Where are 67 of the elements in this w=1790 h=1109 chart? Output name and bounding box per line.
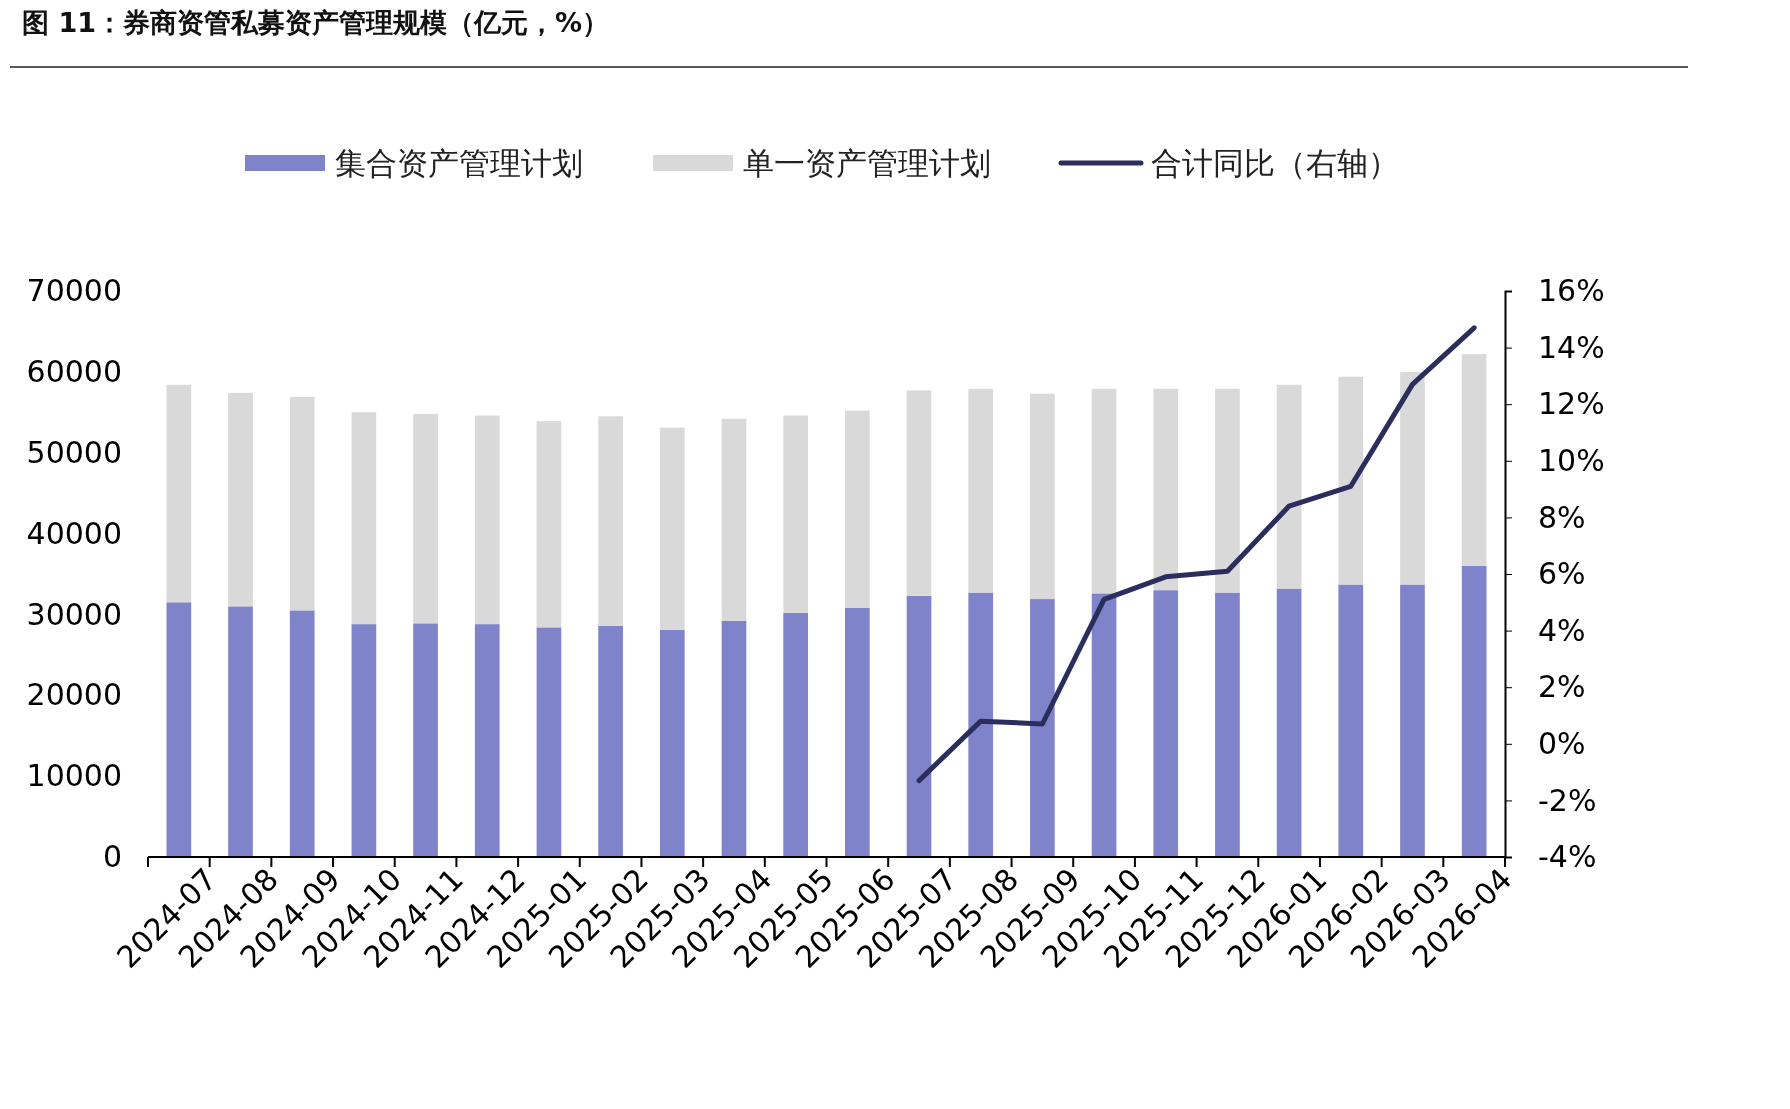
y2-tick-label: 16%: [1538, 273, 1605, 309]
bar: [1400, 584, 1425, 857]
bar: [1091, 593, 1117, 857]
bar: [968, 388, 994, 593]
bar: [906, 390, 932, 596]
bar: [166, 384, 192, 603]
bar: [1091, 388, 1117, 594]
y2-tick-label: 4%: [1538, 612, 1586, 648]
bar: [413, 623, 438, 857]
y2-tick-label: 8%: [1538, 499, 1586, 535]
bar: [474, 624, 500, 857]
bar: [1461, 565, 1487, 857]
y-tick-label: 60000: [26, 353, 122, 389]
bar: [351, 412, 377, 625]
bar: [1215, 388, 1240, 593]
bar: [721, 620, 747, 857]
bar: [1338, 584, 1364, 857]
bar: [536, 627, 562, 857]
bar: [1276, 384, 1302, 589]
bar: [1030, 393, 1055, 600]
y2-tick-label: 2%: [1538, 669, 1586, 705]
y-tick-label: 70000: [26, 273, 122, 309]
chart-title: 图 11：券商资管私募资产管理规模（亿元，%）: [22, 7, 610, 38]
bar: [783, 612, 808, 857]
legend-label: 单一资产管理计划: [743, 145, 991, 181]
bar: [845, 607, 870, 857]
bar: [659, 427, 685, 630]
y2-tick-label: -4%: [1538, 839, 1597, 875]
bar: [228, 606, 253, 857]
bar: [536, 421, 562, 628]
y2-tick-label: 12%: [1538, 386, 1605, 422]
y-tick-label: 30000: [26, 596, 122, 632]
bar: [166, 602, 192, 857]
y2-tick-label: 0%: [1538, 725, 1586, 761]
bar: [783, 415, 808, 613]
bar: [1338, 376, 1364, 585]
bar: [721, 418, 747, 621]
y-tick-label: 20000: [26, 677, 122, 713]
y2-tick-label: -2%: [1538, 782, 1597, 818]
bar: [1461, 354, 1487, 566]
bar: [598, 625, 623, 857]
bar: [1215, 592, 1240, 857]
bar: [474, 415, 500, 625]
bar: [1153, 388, 1179, 591]
legend-label: 合计同比（右轴）: [1151, 145, 1399, 181]
bar: [906, 595, 932, 857]
y-tick-label: 0: [102, 839, 122, 875]
bar: [1153, 590, 1179, 857]
bar: [351, 624, 377, 857]
bar: [1276, 588, 1302, 857]
bar: [659, 629, 685, 857]
bar: [968, 592, 994, 857]
y2-tick-label: 10%: [1538, 442, 1605, 478]
bar: [1030, 599, 1055, 857]
bar: [598, 416, 623, 626]
bar: [845, 410, 870, 608]
bar: [289, 396, 315, 611]
legend-label: 集合资产管理计划: [335, 145, 583, 181]
y-tick-label: 50000: [26, 434, 122, 470]
bar: [413, 413, 438, 624]
bar: [228, 392, 253, 607]
y2-tick-label: 6%: [1538, 556, 1586, 592]
bar: [1400, 371, 1425, 585]
bar: [289, 610, 315, 857]
y-tick-label: 10000: [26, 758, 122, 794]
y2-tick-label: 14%: [1538, 329, 1605, 365]
y-tick-label: 40000: [26, 515, 122, 551]
